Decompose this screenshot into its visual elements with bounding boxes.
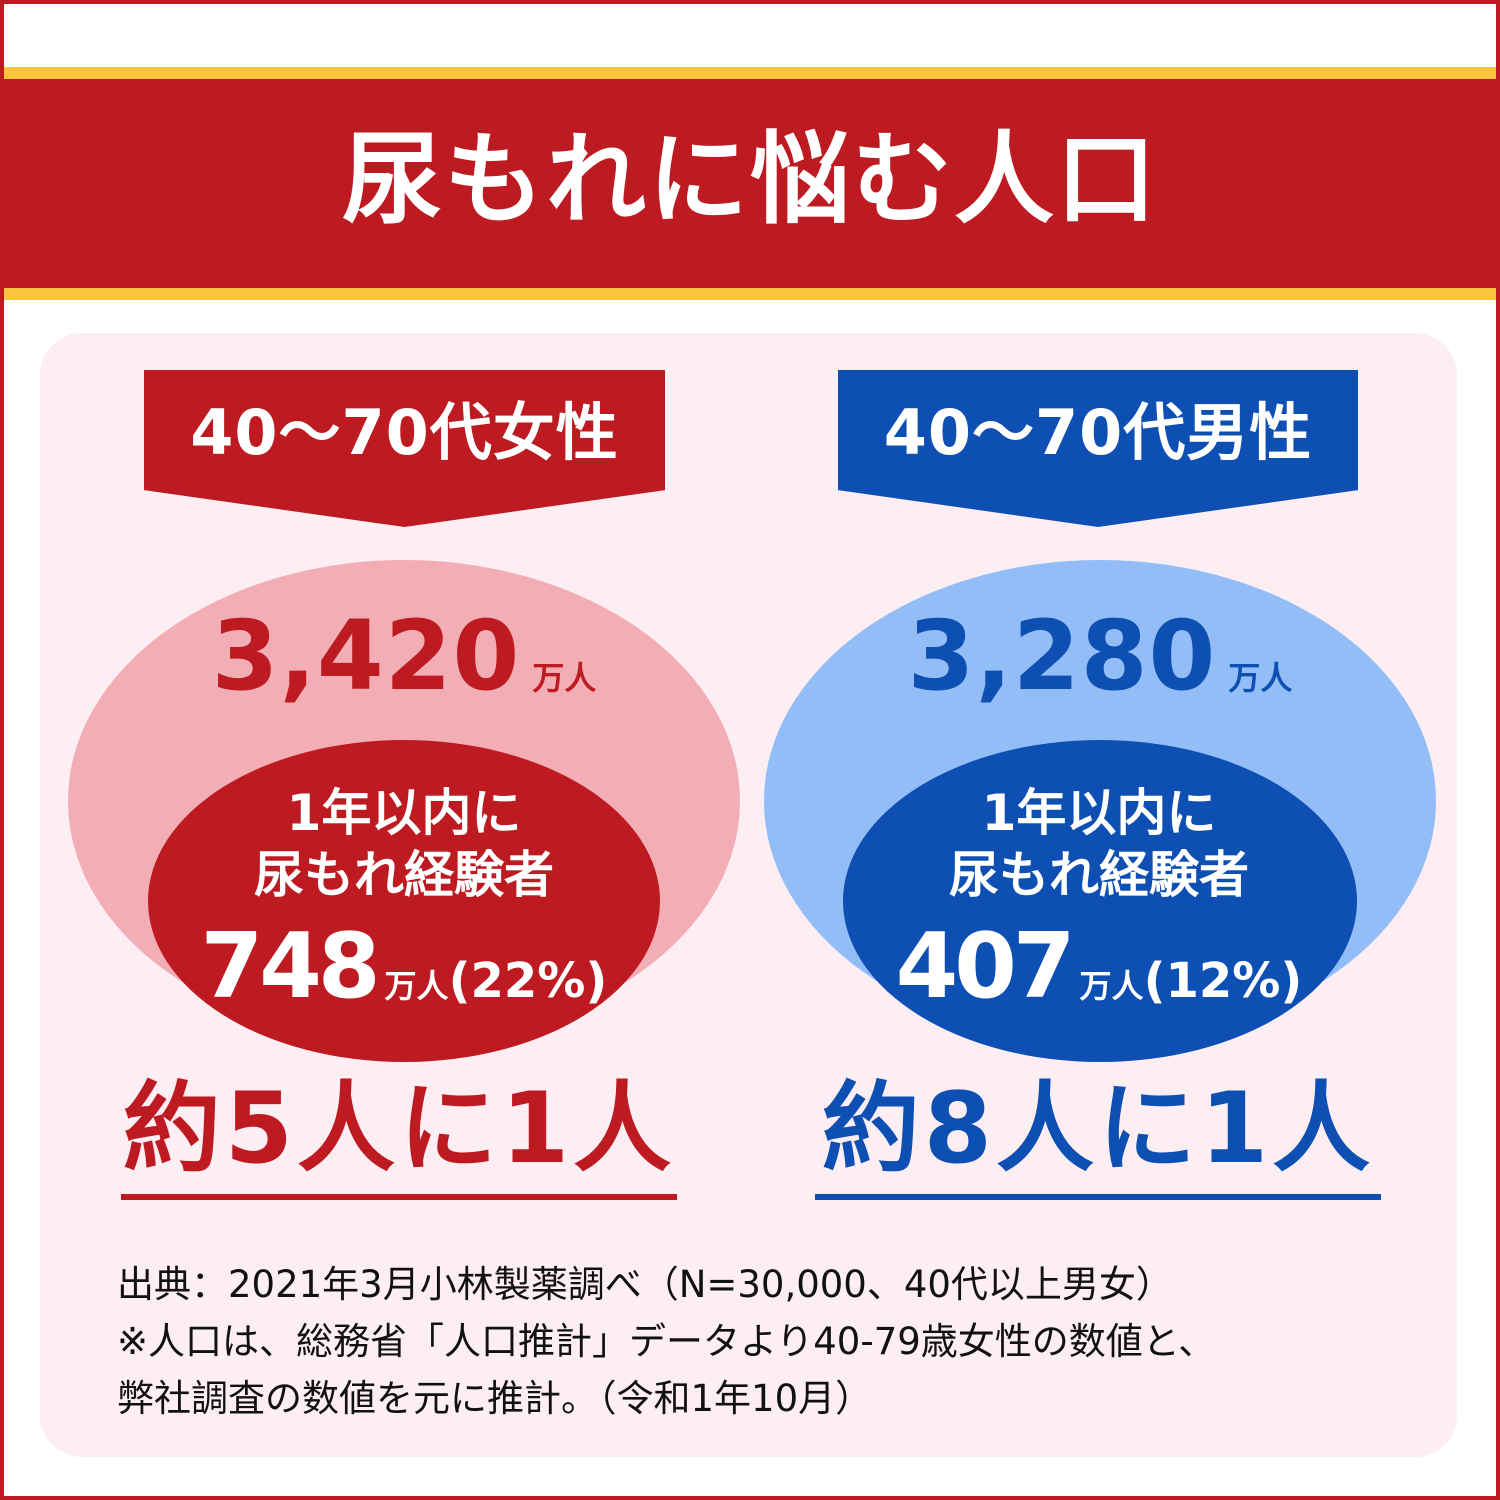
page-title: 尿もれに悩む人口 [342,120,1158,238]
men-group-banner: 40〜70代男性 [838,370,1358,527]
men-inner-line2: 尿もれ経験者 [949,846,1249,904]
women-ratio-underline [121,1194,677,1200]
women-ratio: 約5人に1人 [122,1072,676,1186]
women-experienced-text: 1年以内に 尿もれ経験者 748 万人(22%) [148,788,660,1012]
women-group-banner: 40〜70代女性 [144,370,665,527]
women-inner-line1: 1年以内に [286,784,522,842]
title-banner: 尿もれに悩む人口 [0,79,1500,288]
women-count-unit: 万人 [384,967,449,1005]
women-total-value: 3,420 [211,600,521,712]
women-count-percent: (22%) [448,953,608,1009]
men-total-unit: 万人 [1228,659,1293,697]
men-ratio-underline [815,1194,1381,1200]
men-experienced-text: 1年以内に 尿もれ経験者 407 万人(12%) [843,788,1355,1012]
women-total: 3,420 万人 [68,608,740,704]
men-experienced-count: 407 万人(12%) [843,922,1355,1012]
men-group-label: 40〜70代男性 [883,396,1313,469]
top-yellow-stripe [4,67,1496,79]
source-line-3: 弊社調査の数値を元に推計。（令和1年10月） [117,1377,873,1420]
source-line-2: ※人口は、総務省「人口推計」データより40-79歳女性の数値と、 [117,1320,1216,1363]
women-experienced-count: 748 万人(22%) [148,922,660,1012]
source-note: 出典：2021年3月小林製薬調べ（N=30,000、40代以上男女） ※人口は、… [117,1256,1437,1427]
source-line-1: 出典：2021年3月小林製薬調べ（N=30,000、40代以上男女） [117,1263,1173,1306]
bottom-yellow-stripe [4,288,1496,300]
men-count-value: 407 [895,914,1076,1019]
men-total-value: 3,280 [907,600,1217,712]
women-count-value: 748 [200,914,381,1019]
women-group-label: 40〜70代女性 [190,396,619,469]
men-count-unit: 万人 [1079,967,1144,1005]
men-ratio: 約8人に1人 [821,1072,1375,1186]
women-inner-line2: 尿もれ経験者 [254,846,554,904]
men-total: 3,280 万人 [764,608,1436,704]
men-count-percent: (12%) [1143,953,1303,1009]
women-experienced-circle [148,740,660,1062]
men-experienced-circle [843,740,1357,1062]
men-inner-line1: 1年以内に [981,784,1217,842]
women-total-unit: 万人 [532,659,597,697]
